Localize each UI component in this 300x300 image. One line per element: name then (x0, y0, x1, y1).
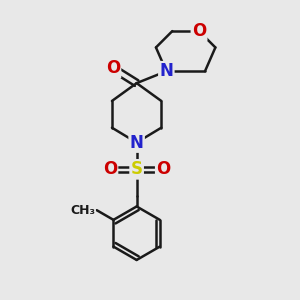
Text: O: O (192, 22, 206, 40)
Text: O: O (103, 160, 117, 178)
Text: CH₃: CH₃ (70, 204, 95, 217)
Text: O: O (106, 59, 120, 77)
Text: N: N (159, 62, 173, 80)
Text: N: N (130, 134, 144, 152)
Text: S: S (130, 160, 142, 178)
Text: O: O (156, 160, 170, 178)
